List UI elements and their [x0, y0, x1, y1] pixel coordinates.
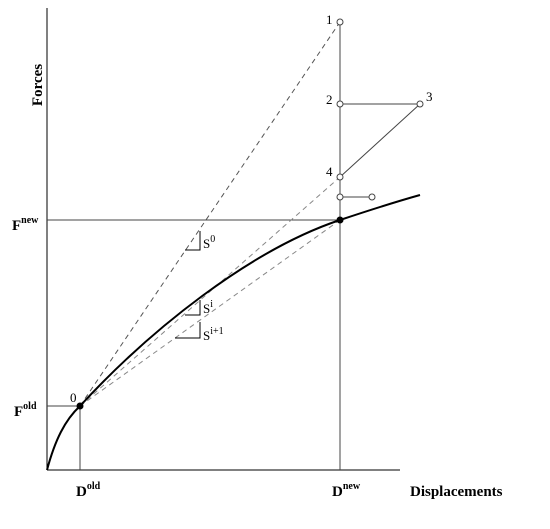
f-new: Fnew [12, 215, 39, 234]
open-points [336, 18, 424, 201]
point [336, 193, 344, 201]
base: F [14, 404, 23, 420]
sup: i [210, 299, 213, 310]
point-label: 3 [426, 89, 433, 104]
point [368, 193, 376, 201]
sup: new [21, 215, 39, 226]
point [336, 100, 344, 108]
base: D [332, 484, 343, 500]
slope-0 [185, 231, 201, 251]
point [416, 100, 424, 108]
d-old: Dold [76, 481, 101, 500]
d-new: Dnew [332, 481, 361, 500]
f-old: Fold [14, 401, 37, 420]
base: F [12, 218, 21, 234]
slope-i [185, 300, 201, 316]
slope-i1 [175, 322, 201, 339]
secants [79, 21, 341, 407]
base: D [76, 484, 87, 500]
point-label: 0 [70, 390, 77, 405]
sup: old [87, 481, 101, 492]
x-label: Displacements [410, 484, 503, 500]
point [336, 173, 344, 181]
secant-0 [79, 21, 341, 407]
sup: 0 [210, 234, 215, 245]
s-i: Si [203, 299, 213, 316]
base: S [203, 236, 210, 251]
point-label: 2 [326, 92, 333, 107]
axes [46, 8, 400, 471]
base: S [203, 328, 210, 343]
point-label: 4 [326, 164, 333, 179]
s-0: S0 [203, 234, 215, 251]
sup: new [343, 481, 361, 492]
point [336, 216, 344, 224]
guides [47, 22, 421, 470]
point-label: 1 [326, 12, 333, 27]
sup: i+1 [210, 326, 223, 337]
y-label: Forces [30, 64, 46, 106]
sup: old [23, 401, 37, 412]
point [76, 402, 84, 410]
point [336, 18, 344, 26]
step-3-4 [339, 103, 421, 178]
base: S [203, 301, 210, 316]
s-i1: Si+1 [203, 326, 224, 343]
curve [46, 194, 421, 471]
slope-marks [175, 231, 201, 339]
